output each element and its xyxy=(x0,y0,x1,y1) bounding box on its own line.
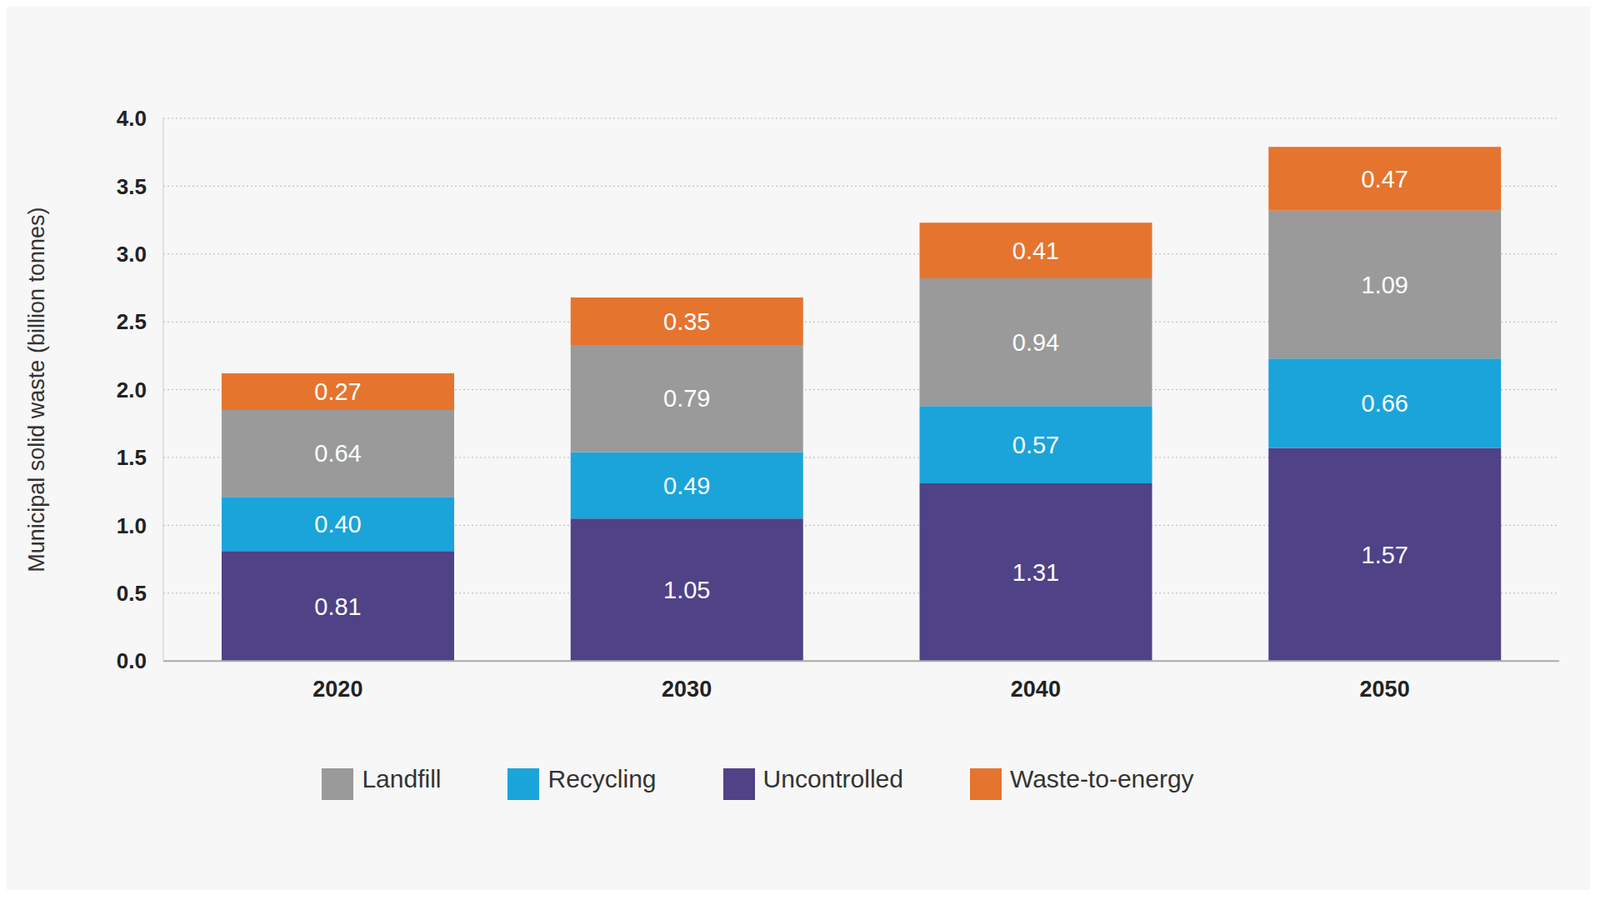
html-text:Recycling: Recycling xyxy=(547,765,657,793)
svg-text:0.81: 0.81 xyxy=(314,593,361,620)
svg-text:2.5: 2.5 xyxy=(116,309,147,335)
svg-text:2030: 2030 xyxy=(661,676,712,702)
svg-text:0.0: 0.0 xyxy=(116,648,147,674)
svg-text:4.0: 4.0 xyxy=(116,105,147,131)
svg-text:1.09: 1.09 xyxy=(1361,271,1409,299)
html-text:Waste-to-energy: Waste-to-energy xyxy=(1010,765,1194,793)
svg-text:0.49: 0.49 xyxy=(663,472,710,500)
svg-text:0.57: 0.57 xyxy=(1012,431,1060,459)
svg-text:2.0: 2.0 xyxy=(116,377,147,403)
svg-text:0.41: 0.41 xyxy=(1012,237,1060,265)
svg-text:3.0: 3.0 xyxy=(116,241,147,267)
svg-text:3.5: 3.5 xyxy=(116,174,147,200)
svg-text:1.31: 1.31 xyxy=(1012,559,1060,586)
svg-text:0.66: 0.66 xyxy=(1361,390,1409,417)
svg-text:0.64: 0.64 xyxy=(314,440,361,467)
html-text:Uncontrolled: Uncontrolled xyxy=(762,765,904,793)
svg-text:1.05: 1.05 xyxy=(663,576,710,604)
svg-text:0.5: 0.5 xyxy=(116,580,147,606)
svg-text:0.47: 0.47 xyxy=(1361,165,1409,193)
svg-text:1.57: 1.57 xyxy=(1361,541,1409,569)
svg-text:1.5: 1.5 xyxy=(116,445,147,470)
svg-text:2020: 2020 xyxy=(312,676,363,702)
svg-text:0.35: 0.35 xyxy=(663,308,710,335)
html-text:Landfill: Landfill xyxy=(362,765,442,793)
svg-text:0.27: 0.27 xyxy=(314,378,361,405)
svg-text:0.94: 0.94 xyxy=(1012,329,1060,356)
svg-text:Municipal solid waste (billion: Municipal solid waste (billion tonnes) xyxy=(24,207,50,573)
svg-text:1.0: 1.0 xyxy=(116,513,147,539)
svg-text:0.40: 0.40 xyxy=(314,510,361,538)
svg-text:0.79: 0.79 xyxy=(663,385,710,412)
svg-text:2040: 2040 xyxy=(1010,676,1061,702)
svg-text:2050: 2050 xyxy=(1360,676,1410,702)
